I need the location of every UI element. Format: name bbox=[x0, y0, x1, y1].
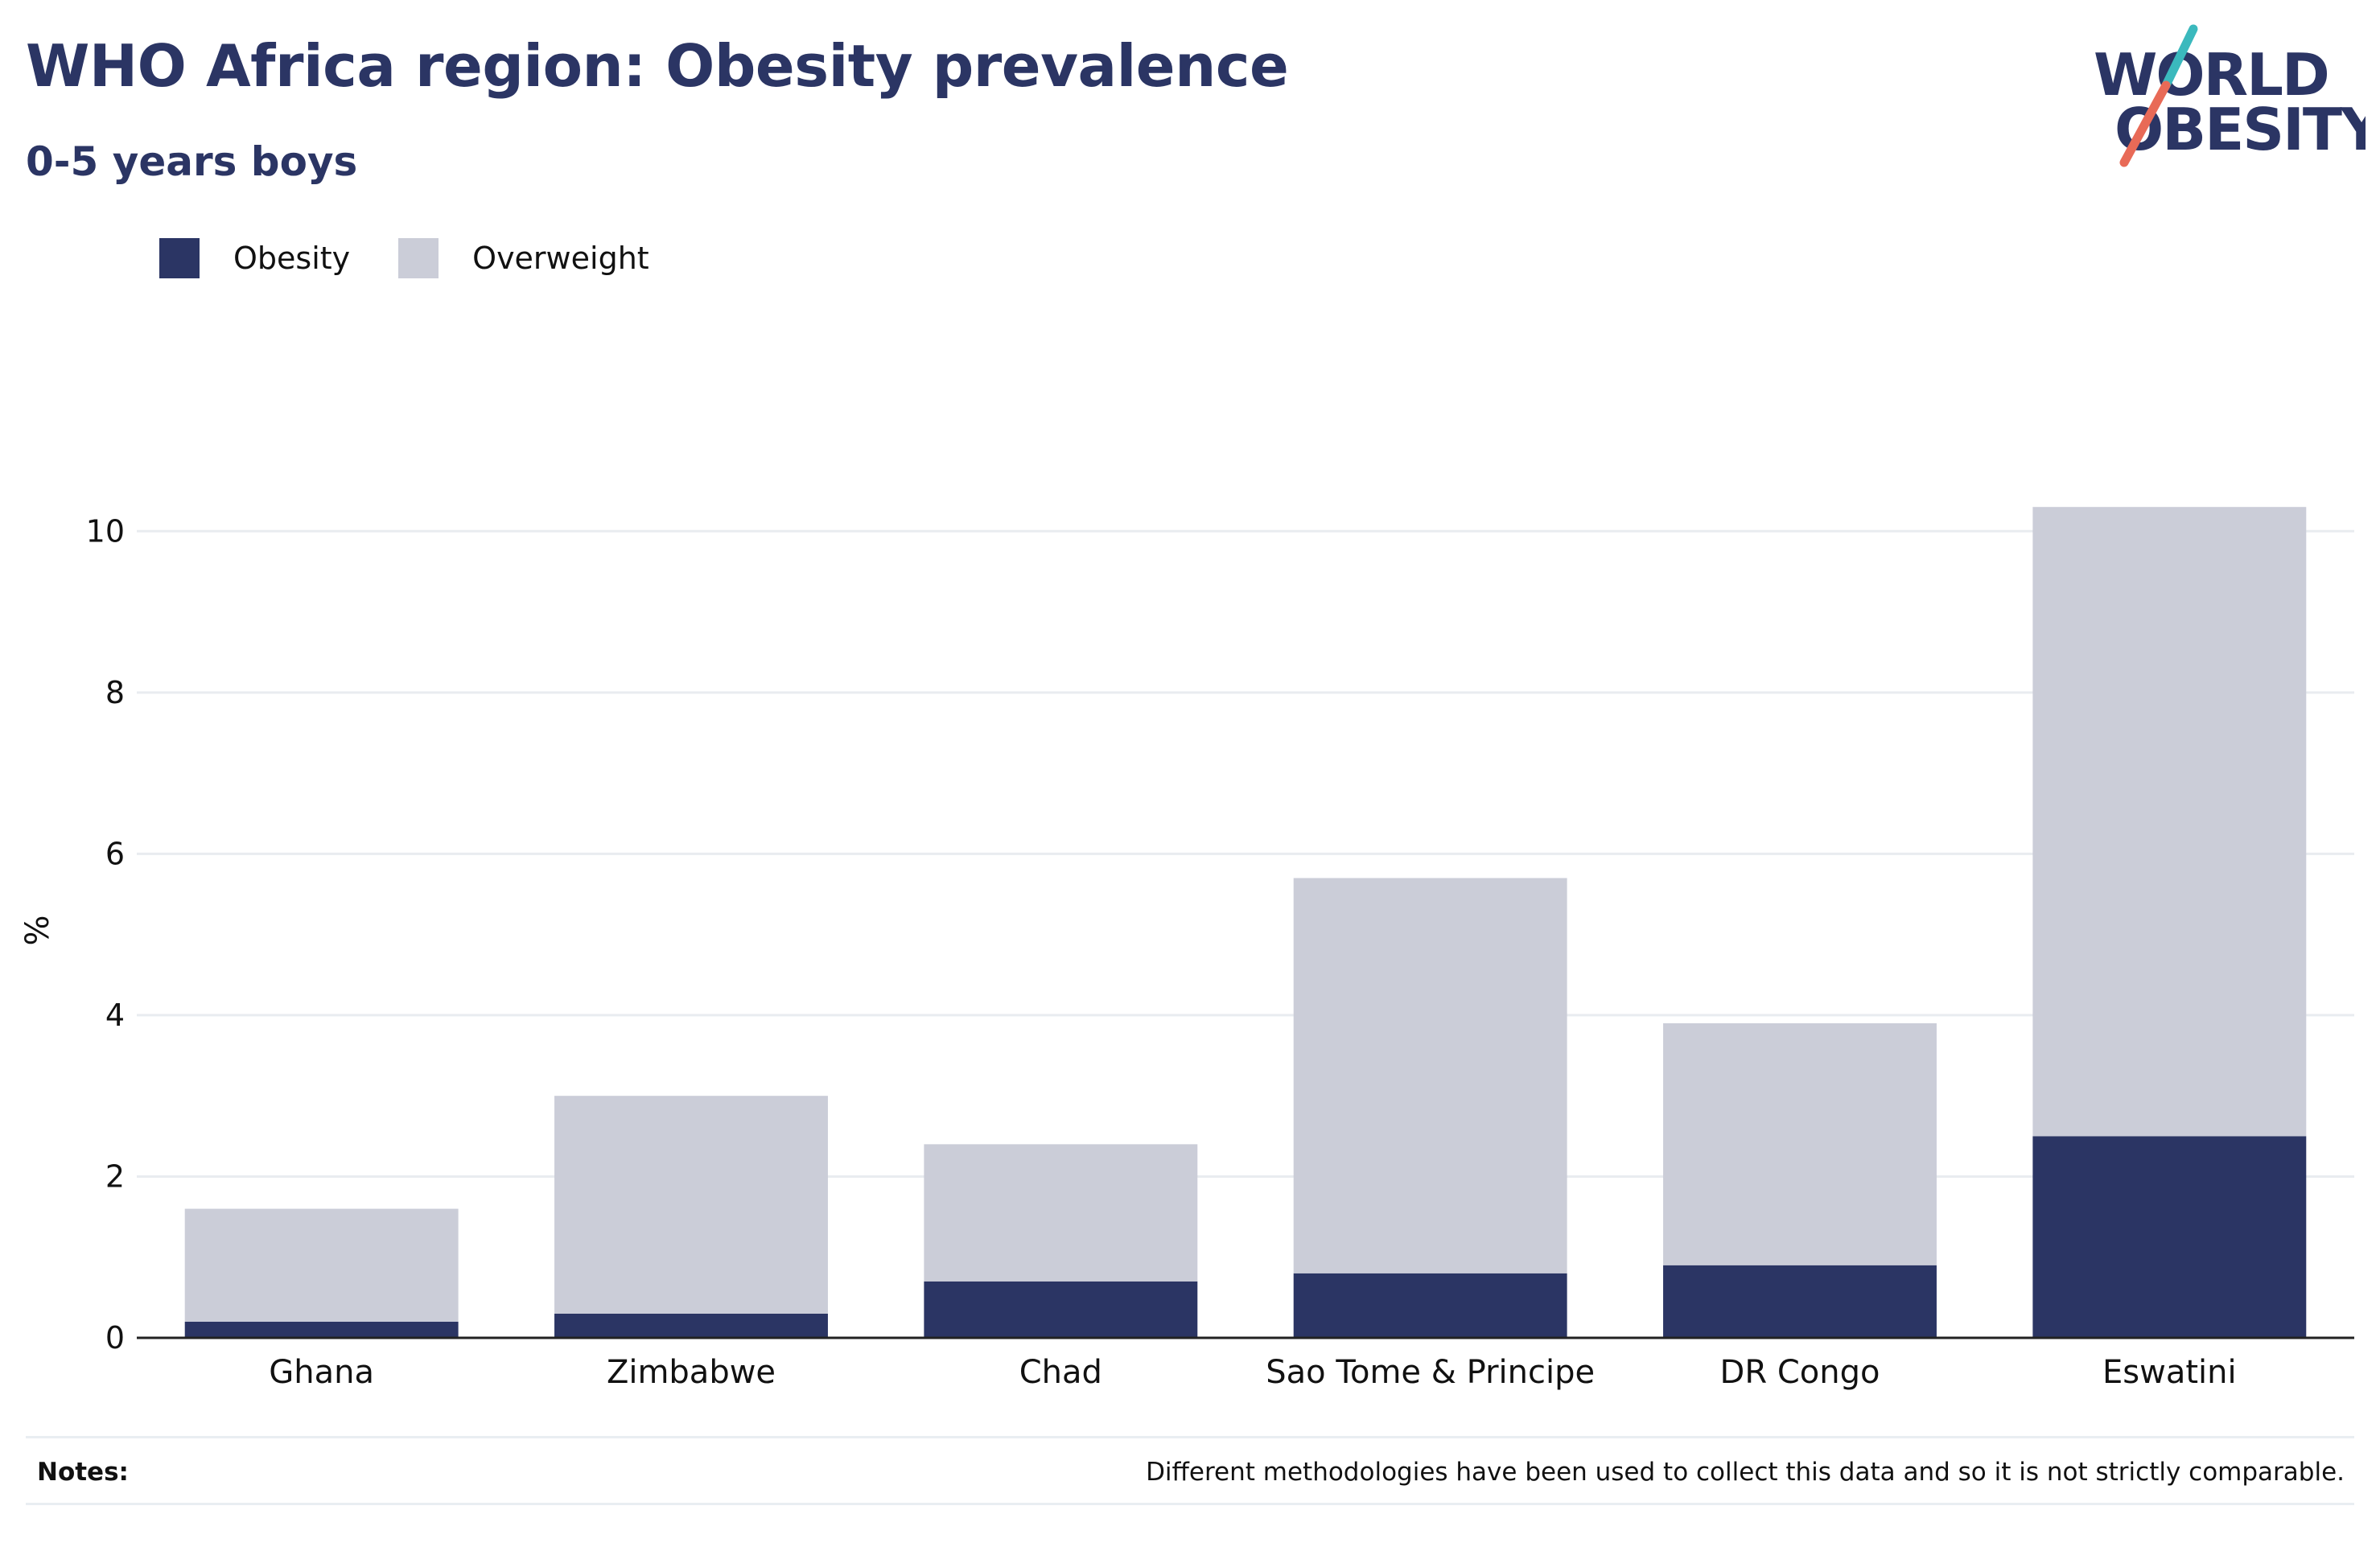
y-tick-label: 4 bbox=[105, 998, 125, 1033]
y-tick-label: 6 bbox=[105, 836, 125, 871]
x-tick-label: DR Congo bbox=[1720, 1354, 1880, 1391]
legend-swatch-obesity bbox=[159, 238, 200, 278]
chart-title: WHO Africa region: Obesity prevalence bbox=[26, 32, 1289, 100]
bar-obesity-chad bbox=[924, 1281, 1198, 1338]
legend-item-obesity[interactable]: Obesity bbox=[159, 238, 350, 278]
bar-overweight-ghana bbox=[184, 1208, 459, 1322]
y-tick-label: 10 bbox=[86, 513, 125, 549]
y-tick-label: 0 bbox=[105, 1320, 125, 1356]
x-tick-label: Sao Tome & Principe bbox=[1266, 1354, 1595, 1391]
chart-subtitle: 0-5 years boys bbox=[26, 138, 358, 185]
notes-divider-bottom bbox=[26, 1503, 2354, 1505]
x-tick-label: Eswatini bbox=[2102, 1354, 2237, 1391]
chart-legend: Obesity Overweight bbox=[159, 238, 698, 278]
notes-label: Notes: bbox=[37, 1458, 129, 1487]
world-obesity-logo: WORLD OBESITY bbox=[2094, 24, 2366, 167]
legend-label-obesity: Obesity bbox=[233, 241, 351, 276]
notes-divider-top bbox=[26, 1436, 2354, 1438]
x-tick-label: Zimbabwe bbox=[607, 1354, 776, 1391]
bar-overweight-sao-tome-principe bbox=[1293, 878, 1567, 1273]
bar-obesity-zimbabwe bbox=[554, 1313, 828, 1338]
bar-obesity-sao-tome-principe bbox=[1293, 1273, 1567, 1338]
y-tick-label: 8 bbox=[105, 675, 125, 710]
y-axis-title: % bbox=[19, 915, 56, 945]
legend-item-overweight[interactable]: Overweight bbox=[398, 238, 649, 278]
stacked-bar-chart: 0 2 4 6 8 10% Ghana Zimbabwe Chad Sao Tome & Prin… bbox=[19, 507, 2354, 1391]
bar-overweight-eswatini bbox=[2032, 507, 2307, 1137]
legend-label-overweight: Overweight bbox=[472, 241, 649, 276]
bar-obesity-eswatini bbox=[2032, 1136, 2307, 1338]
legend-swatch-overweight bbox=[398, 238, 439, 278]
svg-text:WORLD: WORLD bbox=[2094, 41, 2329, 109]
bar-obesity-dr-congo bbox=[1663, 1265, 1937, 1338]
bar-obesity-ghana bbox=[184, 1321, 459, 1338]
bar-overweight-zimbabwe bbox=[554, 1096, 828, 1314]
x-tick-label: Chad bbox=[1019, 1354, 1102, 1391]
x-tick-label: Ghana bbox=[269, 1354, 374, 1391]
bar-overweight-dr-congo bbox=[1663, 1022, 1937, 1265]
y-tick-label: 2 bbox=[105, 1158, 125, 1194]
bar-overweight-chad bbox=[924, 1144, 1198, 1282]
notes-text: Different methodologies have been used t… bbox=[1146, 1458, 2345, 1487]
